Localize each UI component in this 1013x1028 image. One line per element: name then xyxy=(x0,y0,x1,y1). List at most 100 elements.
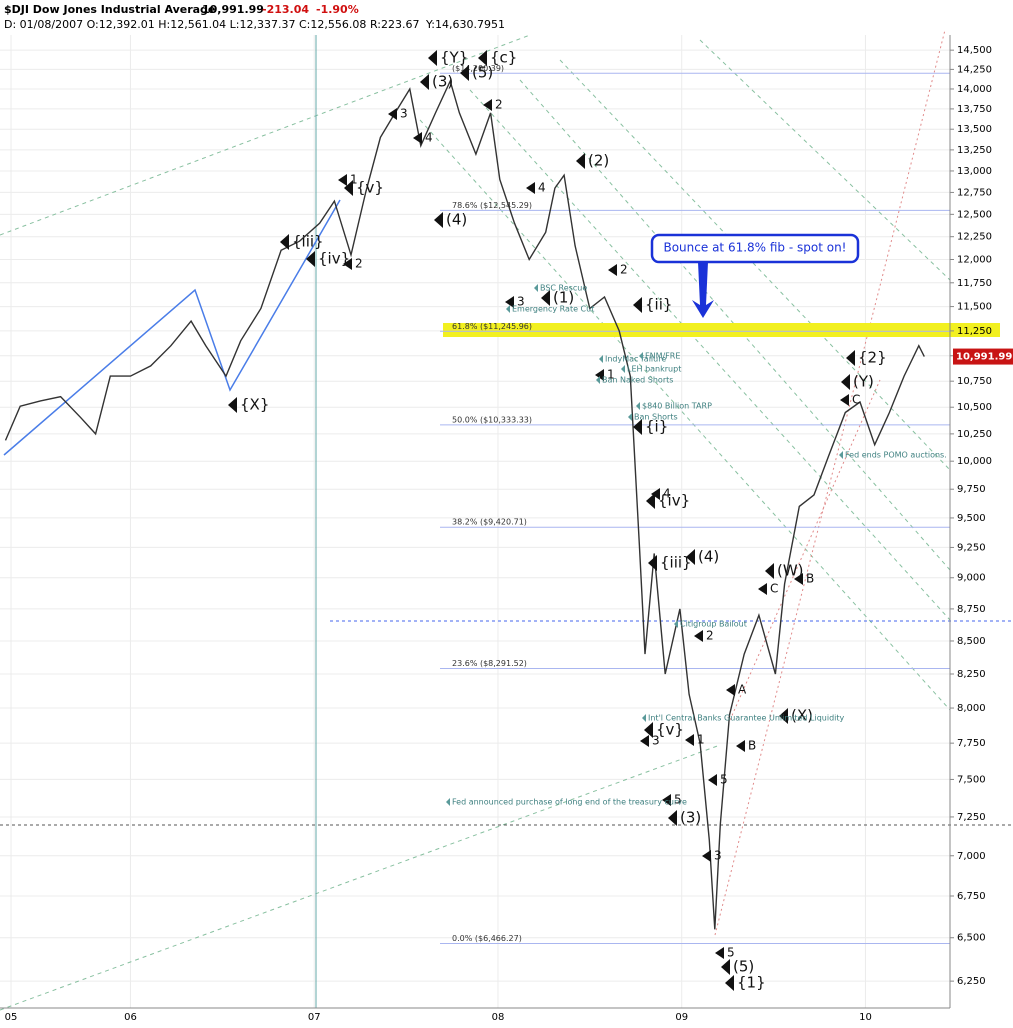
wave-label: {ii} xyxy=(645,296,672,314)
event-label: IndyMac failure xyxy=(605,355,666,364)
wave-marker xyxy=(662,794,671,806)
y-tick-label: 7,500 xyxy=(957,774,986,785)
callout-arrow xyxy=(692,262,714,318)
event-label: Citigroup Bailout xyxy=(680,620,747,629)
wave-marker xyxy=(483,99,492,111)
event-marker xyxy=(596,376,600,384)
price-tag: 10,991.99 xyxy=(956,352,1012,363)
wave-label: 4 xyxy=(425,131,433,145)
wave-marker xyxy=(694,630,703,642)
y-tick-label: 13,000 xyxy=(957,166,992,177)
event-marker xyxy=(628,413,632,421)
wave-label: (5) xyxy=(472,64,493,82)
y-tick-label: 9,000 xyxy=(957,573,986,584)
wave-marker xyxy=(343,258,352,270)
y-tick-label: 13,750 xyxy=(957,104,992,115)
wave-label: {v} xyxy=(656,721,684,739)
y-tick-label: 9,500 xyxy=(957,513,986,524)
wave-label: (3) xyxy=(432,73,453,91)
wave-marker xyxy=(648,555,657,571)
wave-marker xyxy=(505,296,514,308)
wave-marker xyxy=(685,734,694,746)
wave-marker xyxy=(644,722,653,738)
y-tick-label: 11,500 xyxy=(957,302,992,313)
trend-line xyxy=(559,59,951,471)
wave-marker xyxy=(779,708,788,724)
fib-label: 0.0% ($6,466.27) xyxy=(452,934,522,943)
wave-marker xyxy=(434,212,443,228)
wave-marker xyxy=(460,65,469,81)
last-price: 10,991.99 xyxy=(202,3,264,16)
wave-marker xyxy=(668,810,677,826)
trend-line xyxy=(699,39,951,281)
wave-label: A xyxy=(738,683,747,697)
wave-label: (1) xyxy=(553,289,574,307)
wave-label: (Y) xyxy=(853,373,874,391)
event-marker xyxy=(674,620,678,628)
wave-label: {iii} xyxy=(292,233,324,251)
trend-line xyxy=(0,34,531,236)
wave-label: 5 xyxy=(720,773,728,787)
y-tick-label: 10,000 xyxy=(957,456,992,467)
y-tick-label: 14,500 xyxy=(957,45,992,56)
change-pct: -1.90% xyxy=(316,3,359,16)
wave-marker xyxy=(428,50,437,66)
y-tick-label: 6,250 xyxy=(957,976,986,987)
y-tick-label: 13,500 xyxy=(957,124,992,135)
wave-label: 2 xyxy=(355,257,363,271)
y-tick-label: 14,250 xyxy=(957,64,992,75)
x-tick-label: 05 xyxy=(5,1012,18,1023)
event-marker xyxy=(621,365,625,373)
y-tick-label: 8,750 xyxy=(957,604,986,615)
wave-label: 3 xyxy=(400,107,408,121)
event-label: Ban Shorts xyxy=(634,413,678,422)
event-marker xyxy=(642,714,646,722)
trend-line xyxy=(714,29,946,936)
wave-marker xyxy=(708,774,717,786)
x-tick-label: 09 xyxy=(675,1012,688,1023)
wave-label: B xyxy=(748,739,756,753)
wave-label: (W) xyxy=(777,562,804,580)
wave-label: {X} xyxy=(240,396,269,414)
y-tick-label: 10,250 xyxy=(957,429,992,440)
wave-marker xyxy=(478,50,487,66)
y-tick-label: 8,250 xyxy=(957,669,986,680)
x-tick-label: 07 xyxy=(308,1012,321,1023)
y-tick-label: 14,000 xyxy=(957,84,992,95)
wave-label: {iii} xyxy=(660,554,692,572)
wave-label: (4) xyxy=(446,211,467,229)
wave-marker xyxy=(651,488,660,500)
wave-marker xyxy=(840,394,849,406)
wave-marker xyxy=(640,735,649,747)
event-marker xyxy=(639,352,643,360)
wave-label: (4) xyxy=(698,548,719,566)
wave-label: 3 xyxy=(517,295,525,309)
wave-marker xyxy=(526,182,535,194)
wave-marker xyxy=(726,684,735,696)
wave-label: 2 xyxy=(620,263,628,277)
wave-label: 3 xyxy=(652,734,660,748)
trend-line xyxy=(469,89,951,621)
wave-label: C xyxy=(852,393,860,407)
wave-marker xyxy=(646,493,655,509)
wave-marker xyxy=(338,174,347,186)
wave-label: 5 xyxy=(727,946,735,960)
event-marker xyxy=(636,402,640,410)
event-label: Int'l Central Banks Guarantee Unlimited … xyxy=(648,714,845,723)
y-tick-label: 11,250 xyxy=(957,326,992,337)
wave-marker xyxy=(413,132,422,144)
wave-marker xyxy=(715,947,724,959)
x-tick-label: 08 xyxy=(492,1012,505,1023)
wave-marker xyxy=(280,234,289,250)
wave-marker xyxy=(420,74,429,90)
wave-label: (5) xyxy=(733,958,754,976)
event-marker xyxy=(599,355,603,363)
wave-marker xyxy=(841,374,850,390)
y-tick-label: 8,500 xyxy=(957,636,986,647)
wave-marker xyxy=(758,583,767,595)
wave-label: (2) xyxy=(588,152,609,170)
event-label: BSC Rescue xyxy=(540,284,587,293)
event-marker xyxy=(446,798,450,806)
